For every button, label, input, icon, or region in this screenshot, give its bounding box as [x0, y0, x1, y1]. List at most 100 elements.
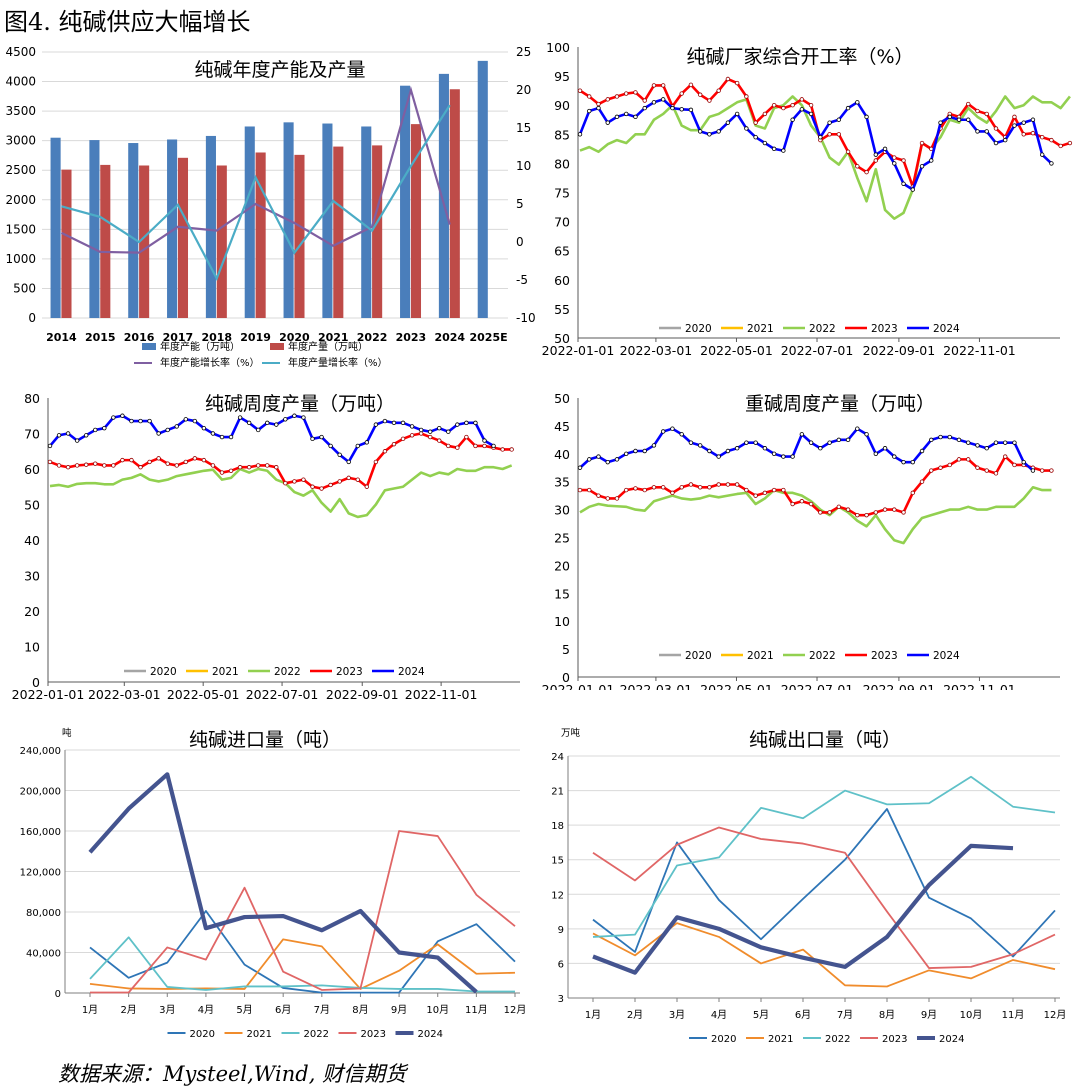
data-point: [614, 457, 620, 462]
data-point: [762, 111, 768, 117]
y-tick-label: 6: [558, 959, 564, 970]
data-point: [156, 456, 161, 461]
data-point: [373, 422, 379, 427]
data-point: [901, 510, 906, 515]
data-point: [364, 484, 370, 489]
data-point: [246, 420, 252, 426]
data-point: [836, 437, 842, 443]
data-point: [725, 76, 731, 82]
series-line: [592, 826, 1056, 969]
data-point: [855, 100, 860, 105]
x-tick-label: 2022-01-01: [542, 682, 615, 690]
data-point: [651, 443, 657, 448]
data-point: [966, 457, 971, 462]
data-point: [364, 440, 370, 445]
data-point: [753, 440, 758, 445]
data-point: [910, 490, 915, 496]
y2-tick-label: 25: [516, 45, 531, 59]
x-tick-label: 11月: [465, 1004, 488, 1016]
data-point: [919, 448, 925, 454]
data-point: [183, 417, 188, 422]
data-point: [400, 420, 406, 426]
exports-chart: 3 6 9 12 15 18 21 24 1月 2月 3月 4月 5月 6月 7月 8月 9月 10月 11月 12月…: [551, 727, 1066, 1045]
x-tick-label: 2022-05-01: [700, 682, 773, 690]
data-point: [1003, 137, 1008, 143]
data-point: [688, 82, 694, 88]
data-point: [873, 451, 879, 456]
chart-title: 纯碱厂家综合开工率（%）: [686, 46, 913, 68]
bar: [50, 137, 61, 318]
legend-label: 年度产量增长率（%）: [288, 356, 388, 369]
series-line: [592, 808, 1056, 958]
y2-tick-label: 10: [516, 159, 531, 173]
data-point: [873, 510, 879, 515]
legend-label: 2023: [361, 1029, 386, 1040]
bar: [372, 145, 383, 318]
bar: [61, 169, 72, 318]
y-tick-label: 12: [551, 890, 564, 901]
data-point: [1049, 161, 1054, 166]
data-point: [138, 418, 143, 424]
data-point: [482, 438, 487, 443]
y-tick-label: 15: [554, 586, 570, 601]
data-point: [771, 451, 777, 456]
data-point: [427, 434, 433, 440]
data-point: [624, 91, 629, 96]
legend-swatch: [270, 343, 284, 350]
legend-label: 2024: [933, 650, 960, 662]
data-point: [929, 437, 934, 443]
data-point: [827, 132, 832, 137]
data-point: [418, 427, 424, 433]
y-tick-label: 95: [554, 69, 570, 84]
data-point: [642, 487, 647, 493]
data-point: [707, 485, 712, 490]
x-tick-label: 6月: [795, 1009, 811, 1021]
data-point: [707, 448, 712, 454]
bar: [139, 165, 150, 318]
data-point: [596, 454, 601, 459]
data-point: [818, 446, 823, 451]
data-point: [337, 452, 342, 457]
data-source-note: 数据来源：Mysteel,Wind, 财信期货: [58, 1062, 407, 1086]
data-point: [1039, 135, 1045, 140]
data-point: [437, 425, 442, 431]
data-point: [391, 441, 397, 447]
data-point: [464, 434, 469, 440]
series-line: [89, 938, 516, 990]
x-tick-label: 2022-07-01: [781, 343, 854, 358]
data-point: [651, 100, 657, 105]
data-point: [790, 102, 795, 108]
x-tick-label: 2022-01-01: [542, 343, 615, 358]
y-tick-label: 3000: [5, 134, 36, 148]
data-point: [882, 446, 888, 451]
data-point: [56, 433, 62, 438]
data-point: [391, 420, 397, 426]
y-tick-label: 80,000: [26, 908, 61, 919]
x-tick-label: 2022-09-01: [863, 682, 936, 690]
x-tick-label: 2022-01-01: [12, 687, 85, 702]
data-point: [771, 487, 777, 493]
data-point: [855, 164, 860, 169]
y-tick-label: 1500: [5, 222, 36, 236]
data-point: [707, 132, 712, 137]
data-point: [47, 459, 53, 465]
legend-label: 2023: [871, 650, 898, 662]
x-tick-label: 2019: [240, 331, 271, 344]
bar: [128, 143, 139, 318]
data-point: [984, 446, 989, 451]
data-point: [781, 148, 786, 153]
x-tick-label: 2022-11-01: [405, 687, 478, 702]
data-point: [482, 443, 487, 449]
data-point: [716, 129, 721, 134]
y-tick-label: 15: [551, 856, 564, 867]
y-tick-label: 500: [13, 281, 36, 295]
data-point: [734, 111, 740, 117]
y-tick-label: 24: [551, 752, 564, 763]
data-point: [827, 440, 832, 445]
data-point: [310, 436, 315, 442]
data-point: [762, 446, 768, 451]
y-tick-label: 2500: [5, 163, 36, 177]
data-point: [864, 432, 869, 437]
x-tick-label: 2月: [120, 1004, 136, 1016]
y-tick-label: 9: [558, 925, 564, 936]
